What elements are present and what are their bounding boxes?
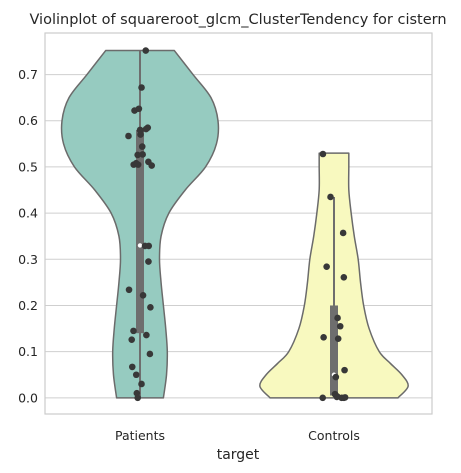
y-tick-labels: 0.0 0.1 0.2 0.3 0.4 0.5 0.6 0.7 xyxy=(18,67,38,405)
iqr-box-controls xyxy=(330,305,338,396)
x-tick-label: Controls xyxy=(308,428,360,443)
y-tick-label: 0.6 xyxy=(18,113,38,128)
data-point xyxy=(139,292,147,299)
data-point xyxy=(338,394,345,402)
data-point xyxy=(147,304,154,311)
data-point xyxy=(142,47,150,54)
data-point xyxy=(142,125,150,133)
data-point xyxy=(327,193,334,201)
violins-layer xyxy=(60,47,409,402)
data-point xyxy=(134,151,141,159)
data-point xyxy=(319,150,327,158)
data-point xyxy=(145,258,152,265)
y-tick-label: 0.4 xyxy=(18,206,38,221)
x-axis-label: target xyxy=(217,447,260,463)
data-point xyxy=(339,229,347,237)
data-point xyxy=(341,366,348,374)
x-tick-label: Patients xyxy=(115,428,165,443)
data-point xyxy=(332,373,340,381)
data-point xyxy=(319,394,327,402)
plot-border xyxy=(44,32,433,415)
data-point xyxy=(134,394,141,402)
data-point xyxy=(139,151,146,158)
data-point xyxy=(148,162,155,169)
y-tick-label: 0.1 xyxy=(18,344,38,359)
data-point xyxy=(320,334,327,341)
y-tick-label: 0.3 xyxy=(18,252,38,267)
y-tick-label: 0.2 xyxy=(18,298,38,313)
y-tick-label: 0.7 xyxy=(18,67,38,82)
data-point xyxy=(145,242,153,250)
data-point xyxy=(128,336,136,343)
data-point xyxy=(130,161,138,168)
data-point xyxy=(125,132,132,140)
data-point xyxy=(138,84,145,91)
data-point xyxy=(138,143,146,150)
y-tick-label: 0.5 xyxy=(18,159,38,174)
data-point xyxy=(125,286,133,294)
y-tick-label: 0.0 xyxy=(18,390,38,405)
data-point xyxy=(132,371,140,379)
data-point xyxy=(131,107,138,114)
x-tick-labels: Patients Controls xyxy=(115,428,360,443)
data-point xyxy=(334,335,342,343)
data-point xyxy=(340,274,348,281)
data-point xyxy=(128,363,136,371)
median-marker-patients xyxy=(137,243,143,248)
data-point xyxy=(323,263,330,270)
data-point xyxy=(334,314,341,322)
data-point xyxy=(146,350,154,358)
data-point xyxy=(336,322,344,330)
data-point xyxy=(137,131,144,138)
plot-frame xyxy=(44,32,433,415)
data-point xyxy=(138,380,145,388)
iqr-box-patients xyxy=(136,129,144,334)
data-point xyxy=(130,327,137,335)
data-point xyxy=(143,331,150,339)
chart-title: Violinplot of squareroot_glcm_ClusterTen… xyxy=(29,12,446,28)
